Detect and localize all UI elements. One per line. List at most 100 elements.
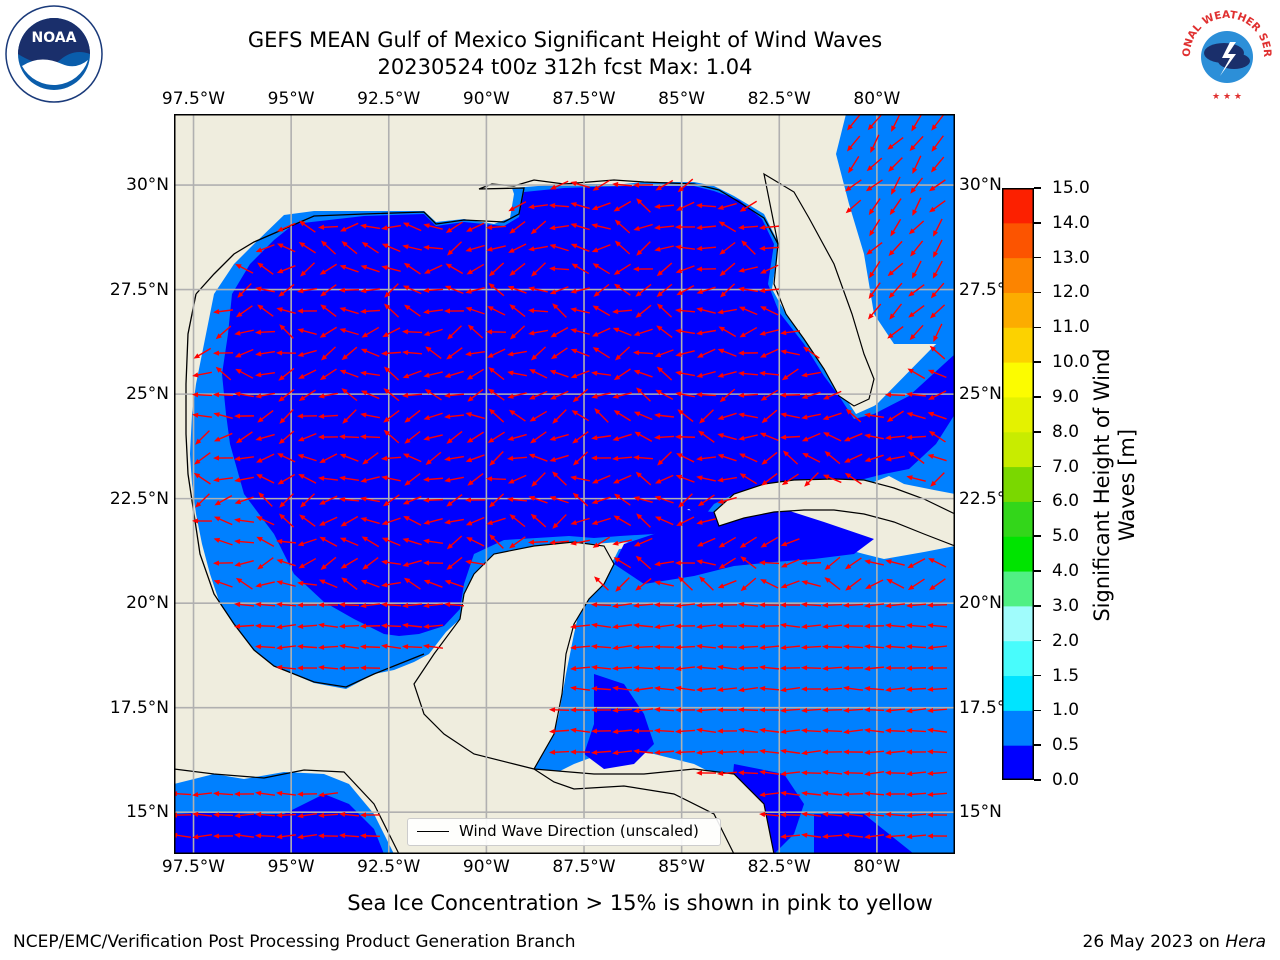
wind-wave-arrow bbox=[570, 202, 590, 210]
colorbar-tick-mark bbox=[1034, 639, 1041, 642]
wind-wave-arrow bbox=[570, 348, 590, 357]
noaa-logo: NOAA bbox=[4, 4, 104, 104]
latitude-tick-label: 25°N bbox=[126, 384, 169, 405]
wind-wave-arrow bbox=[339, 307, 359, 315]
wind-wave-arrow bbox=[360, 517, 380, 525]
wind-wave-arrow bbox=[423, 623, 444, 630]
wind-wave-arrow bbox=[696, 623, 717, 630]
wind-wave-arrow bbox=[402, 644, 423, 650]
wind-wave-arrow bbox=[759, 769, 780, 775]
wind-wave-arrow bbox=[277, 473, 296, 485]
wind-wave-arrow bbox=[822, 811, 843, 818]
wind-wave-arrow bbox=[549, 203, 570, 209]
wind-wave-arrow bbox=[614, 219, 631, 234]
wind-wave-arrow bbox=[889, 303, 903, 320]
wind-wave-arrow bbox=[759, 685, 780, 692]
wind-wave-arrow bbox=[255, 244, 275, 253]
wind-wave-arrow bbox=[234, 791, 255, 797]
wind-wave-arrow bbox=[318, 833, 339, 839]
wind-wave-arrow bbox=[865, 579, 884, 589]
latitude-tick-label: 30°N bbox=[959, 175, 1002, 196]
wind-wave-arrow bbox=[552, 303, 567, 318]
wind-wave-arrow bbox=[591, 517, 611, 525]
colorbar-tick-label: 1.0 bbox=[1052, 700, 1080, 721]
wind-wave-arrow bbox=[738, 434, 758, 441]
wind-wave-arrow bbox=[908, 220, 925, 235]
wind-wave-arrow bbox=[696, 518, 716, 525]
wind-wave-arrow bbox=[423, 287, 444, 293]
wind-wave-arrow bbox=[635, 283, 652, 297]
wind-wave-arrow bbox=[759, 287, 780, 294]
wind-wave-arrow bbox=[508, 243, 527, 253]
wind-wave-arrow bbox=[255, 350, 275, 357]
wind-wave-arrow bbox=[423, 371, 443, 378]
wind-wave-arrow bbox=[360, 308, 381, 314]
wind-wave-arrow bbox=[487, 306, 506, 316]
wind-wave-arrow bbox=[740, 556, 757, 570]
colorbar-segment bbox=[1002, 605, 1034, 642]
colorbar-tick-mark bbox=[1034, 291, 1041, 294]
wind-wave-arrow bbox=[656, 262, 673, 277]
wind-wave-arrow bbox=[759, 644, 780, 651]
wind-wave-arrow bbox=[822, 665, 843, 671]
wind-wave-arrow bbox=[780, 644, 801, 651]
wind-wave-arrow bbox=[508, 409, 526, 422]
wind-wave-arrow bbox=[339, 434, 360, 440]
wind-wave-arrow bbox=[383, 388, 400, 402]
wind-wave-arrow bbox=[677, 178, 694, 193]
wind-wave-arrow bbox=[235, 305, 253, 318]
wind-wave-arrow bbox=[383, 429, 400, 444]
wind-wave-arrow bbox=[446, 535, 463, 550]
wind-wave-arrow bbox=[423, 643, 444, 649]
wind-wave-arrow bbox=[529, 410, 548, 422]
longitude-tick-label: 95°W bbox=[267, 857, 315, 877]
longitude-tick-label: 95°W bbox=[267, 89, 315, 109]
wind-wave-arrow bbox=[279, 493, 294, 508]
wind-wave-arrow bbox=[445, 221, 463, 234]
wind-wave-arrow bbox=[911, 260, 922, 279]
wind-wave-arrow bbox=[381, 455, 402, 461]
wind-wave-arrow bbox=[675, 474, 695, 483]
colorbar-tick-label: 11.0 bbox=[1052, 317, 1090, 338]
wind-wave-arrow bbox=[654, 749, 675, 756]
wind-wave-arrow bbox=[697, 494, 715, 507]
wind-wave-arrow bbox=[360, 623, 381, 629]
wind-wave-arrow bbox=[258, 492, 273, 507]
wind-wave-arrow bbox=[570, 749, 591, 755]
wind-wave-arrow bbox=[635, 471, 652, 486]
wind-wave-arrow bbox=[592, 536, 610, 548]
colorbar-tick-label: 3.0 bbox=[1052, 595, 1080, 616]
wind-wave-arrow bbox=[192, 412, 213, 418]
wind-wave-direction-arrows bbox=[174, 114, 948, 840]
colorbar-tick-mark bbox=[1034, 570, 1041, 572]
nws-logo: NATIONAL WEATHER SERVICE ★ ★ ★ bbox=[1174, 0, 1276, 104]
wind-wave-arrow bbox=[298, 473, 317, 484]
wind-wave-arrow bbox=[613, 368, 631, 381]
wind-wave-arrow bbox=[444, 476, 464, 483]
colorbar-segment bbox=[1002, 431, 1034, 468]
wind-wave-arrow bbox=[761, 451, 778, 465]
wind-wave-arrow bbox=[234, 832, 255, 838]
wind-wave-arrow bbox=[928, 390, 947, 400]
wind-wave-arrow bbox=[404, 304, 421, 317]
wind-wave-arrow bbox=[696, 602, 717, 608]
wind-wave-arrow bbox=[845, 199, 862, 214]
wind-wave-arrow bbox=[780, 392, 801, 398]
wind-wave-arrow bbox=[906, 791, 927, 797]
wind-wave-arrow bbox=[549, 225, 570, 231]
wind-wave-arrow bbox=[845, 179, 862, 192]
wind-wave-arrow bbox=[382, 494, 400, 507]
wind-wave-arrow bbox=[297, 287, 318, 294]
wind-wave-arrow bbox=[867, 114, 882, 131]
wind-wave-arrow bbox=[318, 434, 339, 440]
wind-wave-arrow bbox=[297, 349, 317, 357]
wind-wave-arrow bbox=[717, 707, 738, 713]
wind-wave-arrow bbox=[885, 644, 906, 650]
wind-wave-arrow bbox=[655, 179, 674, 191]
longitude-tick-label: 82.5°W bbox=[747, 89, 811, 109]
wind-wave-arrow bbox=[466, 368, 485, 380]
wind-wave-arrow bbox=[444, 518, 464, 525]
colorbar-tick-label: 7.0 bbox=[1052, 456, 1080, 477]
wind-wave-arrow bbox=[591, 496, 611, 505]
wind-wave-arrow bbox=[886, 410, 904, 422]
